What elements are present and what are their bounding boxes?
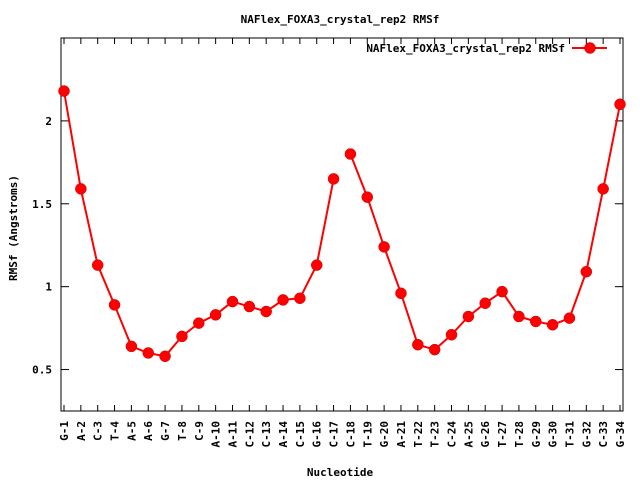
data-point: [344, 148, 357, 160]
x-axis-label: Nucleotide: [307, 466, 374, 479]
data-point: [108, 299, 121, 311]
data-point: [378, 241, 390, 253]
y-axis-label: RMSf (Angstroms): [7, 175, 20, 281]
y-axis: 0.5 1 1.5 2: [32, 115, 623, 377]
x-tick-label: C-17: [328, 421, 341, 448]
x-tick-label: T-8: [176, 421, 189, 441]
x-tick-label: T-19: [361, 421, 374, 448]
x-tick-label: C-33: [597, 421, 610, 448]
data-point: [125, 340, 138, 353]
legend: NAFlex_FOXA3_crystal_rep2 RMSf: [366, 42, 607, 55]
x-tick-label: G-26: [479, 421, 492, 448]
x-tick-label: A-5: [125, 421, 138, 441]
data-point: [310, 259, 323, 271]
data-point: [428, 343, 441, 356]
data-point: [209, 309, 222, 321]
x-tick-label: C-13: [260, 421, 273, 448]
x-tick-label: T-31: [563, 421, 576, 448]
data-series: [58, 85, 626, 363]
x-tick-label: G-29: [530, 421, 543, 448]
plot-area: [60, 37, 624, 412]
x-tick-label: C-3: [92, 421, 105, 441]
data-point: [496, 285, 508, 298]
x-tick-label: A-10: [210, 421, 223, 448]
legend-label: NAFlex_FOXA3_crystal_rep2 RMSf: [366, 42, 565, 55]
x-tick-label: A-25: [462, 421, 475, 448]
x-tick-label: G-30: [547, 421, 560, 448]
x-tick-label: G-34: [614, 421, 627, 448]
series-line: [63, 90, 335, 358]
x-axis: G-1 A-2 C-3 T-4 A-5 A-6 G-7 T-8 C-9 A-10 A-11 C-12 C…: [58, 38, 627, 448]
data-point: [260, 305, 272, 318]
data-point: [597, 183, 609, 195]
plot-border: [60, 37, 624, 412]
y-tick-label: 2: [45, 115, 52, 128]
data-point: [58, 85, 70, 97]
x-tick-label: A-14: [277, 421, 290, 448]
y-tick-label: 0.5: [32, 364, 52, 377]
data-point: [614, 98, 626, 111]
legend-marker: [584, 42, 596, 54]
x-tick-label: C-15: [294, 421, 307, 448]
data-point: [395, 287, 407, 300]
x-tick-label: T-28: [513, 421, 526, 448]
x-tick-label: T-27: [496, 421, 509, 448]
y-tick-label: 1.5: [32, 198, 52, 211]
data-point: [159, 350, 171, 363]
data-point: [445, 328, 458, 341]
data-point: [176, 330, 188, 343]
x-tick-label: C-9: [193, 421, 206, 441]
data-point: [91, 259, 104, 271]
y-tick-label: 1: [45, 281, 52, 294]
data-point: [142, 347, 154, 359]
x-tick-label: T-4: [109, 421, 122, 441]
data-point: [277, 294, 289, 306]
x-tick-label: T-22: [412, 421, 425, 448]
data-point: [462, 310, 475, 323]
x-tick-label: T-23: [429, 421, 442, 448]
data-point: [513, 310, 525, 323]
chart-title: NAFlex_FOXA3_crystal_rep2 RMSf: [241, 13, 440, 26]
x-tick-label: C-18: [344, 421, 357, 448]
x-tick-label: A-2: [75, 421, 88, 441]
x-tick-label: G-1: [58, 421, 71, 441]
data-point: [75, 183, 87, 195]
data-point: [243, 300, 256, 313]
x-tick-label: C-12: [243, 421, 256, 448]
data-point: [327, 173, 340, 185]
x-tick-label: A-6: [142, 421, 155, 441]
data-point: [530, 315, 542, 328]
data-point: [226, 295, 239, 308]
x-tick-label: G-16: [311, 421, 324, 448]
data-point: [412, 338, 424, 351]
data-point: [294, 292, 306, 305]
data-point: [361, 191, 374, 203]
x-tick-label: C-24: [446, 421, 459, 448]
data-point: [580, 265, 593, 278]
data-point: [546, 319, 559, 331]
x-tick-label: G-20: [378, 421, 391, 448]
x-tick-label: A-11: [226, 421, 239, 448]
x-tick-label: G-32: [580, 421, 593, 448]
x-tick-label: A-21: [395, 421, 408, 448]
data-point: [193, 317, 205, 329]
data-point: [479, 297, 491, 309]
x-tick-label: G-7: [159, 421, 172, 441]
series-line: [349, 104, 621, 351]
data-point: [563, 312, 576, 324]
